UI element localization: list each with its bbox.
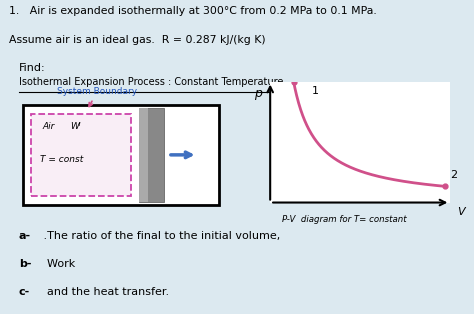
Bar	[139, 108, 164, 202]
Text: Air: Air	[43, 122, 55, 131]
Text: and the heat transfer.: and the heat transfer.	[40, 287, 169, 297]
Text: System Boundary: System Boundary	[57, 87, 137, 106]
Text: .The ratio of the final to the initial volume,: .The ratio of the final to the initial v…	[40, 231, 281, 241]
Text: Wᴵ: Wᴵ	[70, 122, 81, 131]
Text: b-: b-	[19, 259, 31, 269]
Bar	[31, 114, 131, 196]
Text: 2: 2	[450, 170, 457, 180]
Text: T = const: T = const	[39, 155, 83, 164]
Bar	[139, 108, 148, 202]
Text: Assume air is an ideal gas.  R = 0.287 kJ/(kg K): Assume air is an ideal gas. R = 0.287 kJ…	[9, 35, 266, 45]
Text: 1: 1	[311, 86, 319, 96]
Text: p: p	[254, 87, 262, 100]
Text: V: V	[457, 207, 465, 217]
Text: Find:: Find:	[19, 63, 46, 73]
Text: c-: c-	[19, 287, 30, 297]
Text: Work: Work	[40, 259, 75, 269]
Text: P-V  diagram for T= constant: P-V diagram for T= constant	[282, 215, 407, 224]
Text: 1.   Air is expanded isothermally at 300°C from 0.2 MPa to 0.1 MPa.: 1. Air is expanded isothermally at 300°C…	[9, 6, 377, 16]
Bar	[23, 105, 219, 205]
Text: Isothermal Expansion Process : Constant Temperature: Isothermal Expansion Process : Constant …	[18, 77, 283, 87]
Text: a-: a-	[19, 231, 31, 241]
